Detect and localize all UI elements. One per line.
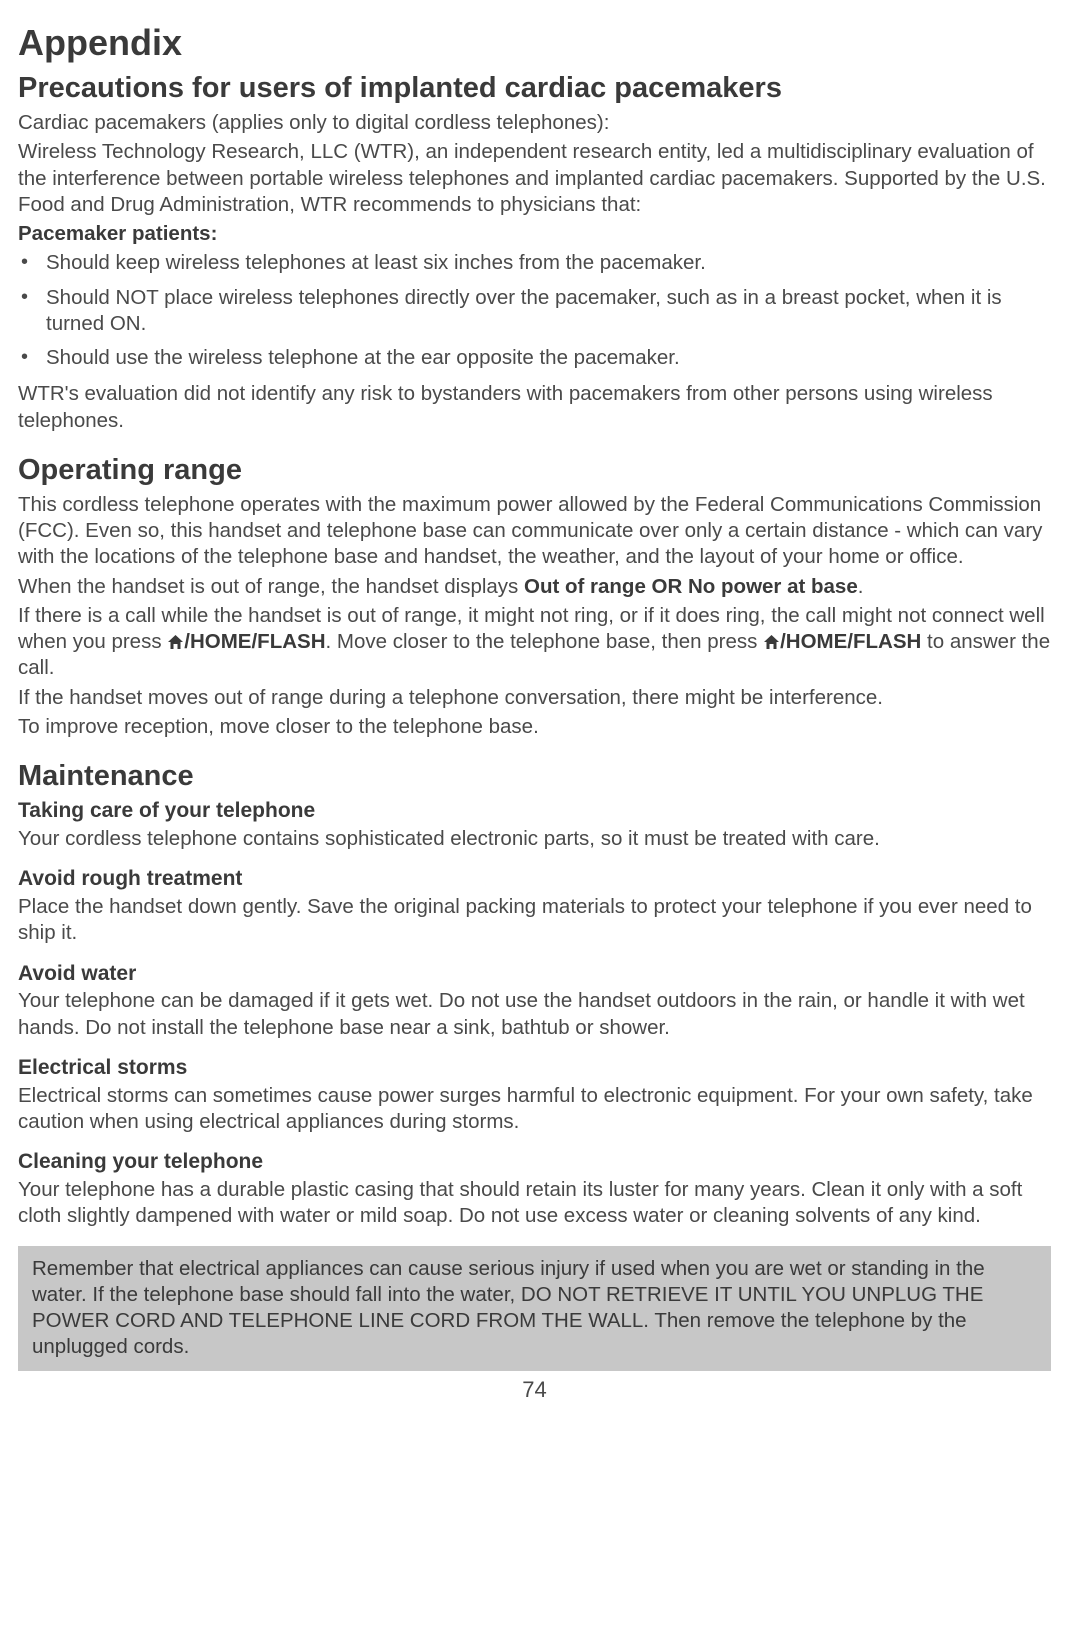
bold-span: /HOME/FLASH xyxy=(780,630,921,653)
text-span: When the handset is out of range, the ha… xyxy=(18,575,524,598)
operating-range-p2: When the handset is out of range, the ha… xyxy=(18,574,1051,600)
avoid-water-heading: Avoid water xyxy=(18,961,1051,988)
precautions-intro: Cardiac pacemakers (applies only to digi… xyxy=(18,110,1051,136)
avoid-rough-text: Place the handset down gently. Save the … xyxy=(18,894,1051,946)
precautions-heading: Precautions for users of implanted cardi… xyxy=(18,70,1051,107)
pacemaker-bullets: Should keep wireless telephones at least… xyxy=(18,250,1051,371)
electrical-storms-text: Electrical storms can sometimes cause po… xyxy=(18,1083,1051,1135)
bullet-item: Should use the wireless telephone at the… xyxy=(18,345,1051,371)
electrical-storms-heading: Electrical storms xyxy=(18,1055,1051,1082)
avoid-rough-heading: Avoid rough treatment xyxy=(18,866,1051,893)
operating-range-p3: If there is a call while the handset is … xyxy=(18,603,1051,682)
text-span: . xyxy=(858,575,864,598)
operating-range-p1: This cordless telephone operates with th… xyxy=(18,492,1051,571)
precautions-bystanders: WTR's evaluation did not identify any ri… xyxy=(18,381,1051,433)
text-span: . Move closer to the telephone base, the… xyxy=(326,630,764,653)
operating-range-heading: Operating range xyxy=(18,452,1051,489)
bullet-item: Should NOT place wireless telephones dir… xyxy=(18,285,1051,337)
operating-range-p4: If the handset moves out of range during… xyxy=(18,685,1051,711)
pacemaker-patients-heading: Pacemaker patients: xyxy=(18,221,1051,247)
appendix-heading: Appendix xyxy=(18,20,1051,66)
warning-box: Remember that electrical appliances can … xyxy=(18,1246,1051,1371)
bold-span: /HOME/FLASH xyxy=(184,630,325,653)
bold-span: Out of range OR No power at base xyxy=(524,575,858,598)
cleaning-heading: Cleaning your telephone xyxy=(18,1149,1051,1176)
maintenance-heading: Maintenance xyxy=(18,758,1051,795)
house-icon xyxy=(167,634,184,650)
taking-care-heading: Taking care of your telephone xyxy=(18,798,1051,825)
warning-text: Remember that electrical appliances can … xyxy=(32,1257,985,1359)
avoid-water-text: Your telephone can be damaged if it gets… xyxy=(18,988,1051,1040)
precautions-wtr: Wireless Technology Research, LLC (WTR),… xyxy=(18,139,1051,218)
operating-range-p5: To improve reception, move closer to the… xyxy=(18,714,1051,740)
cleaning-text: Your telephone has a durable plastic cas… xyxy=(18,1177,1051,1229)
page-number: 74 xyxy=(18,1376,1051,1404)
house-icon xyxy=(763,634,780,650)
taking-care-text: Your cordless telephone contains sophist… xyxy=(18,826,1051,852)
bullet-item: Should keep wireless telephones at least… xyxy=(18,250,1051,276)
